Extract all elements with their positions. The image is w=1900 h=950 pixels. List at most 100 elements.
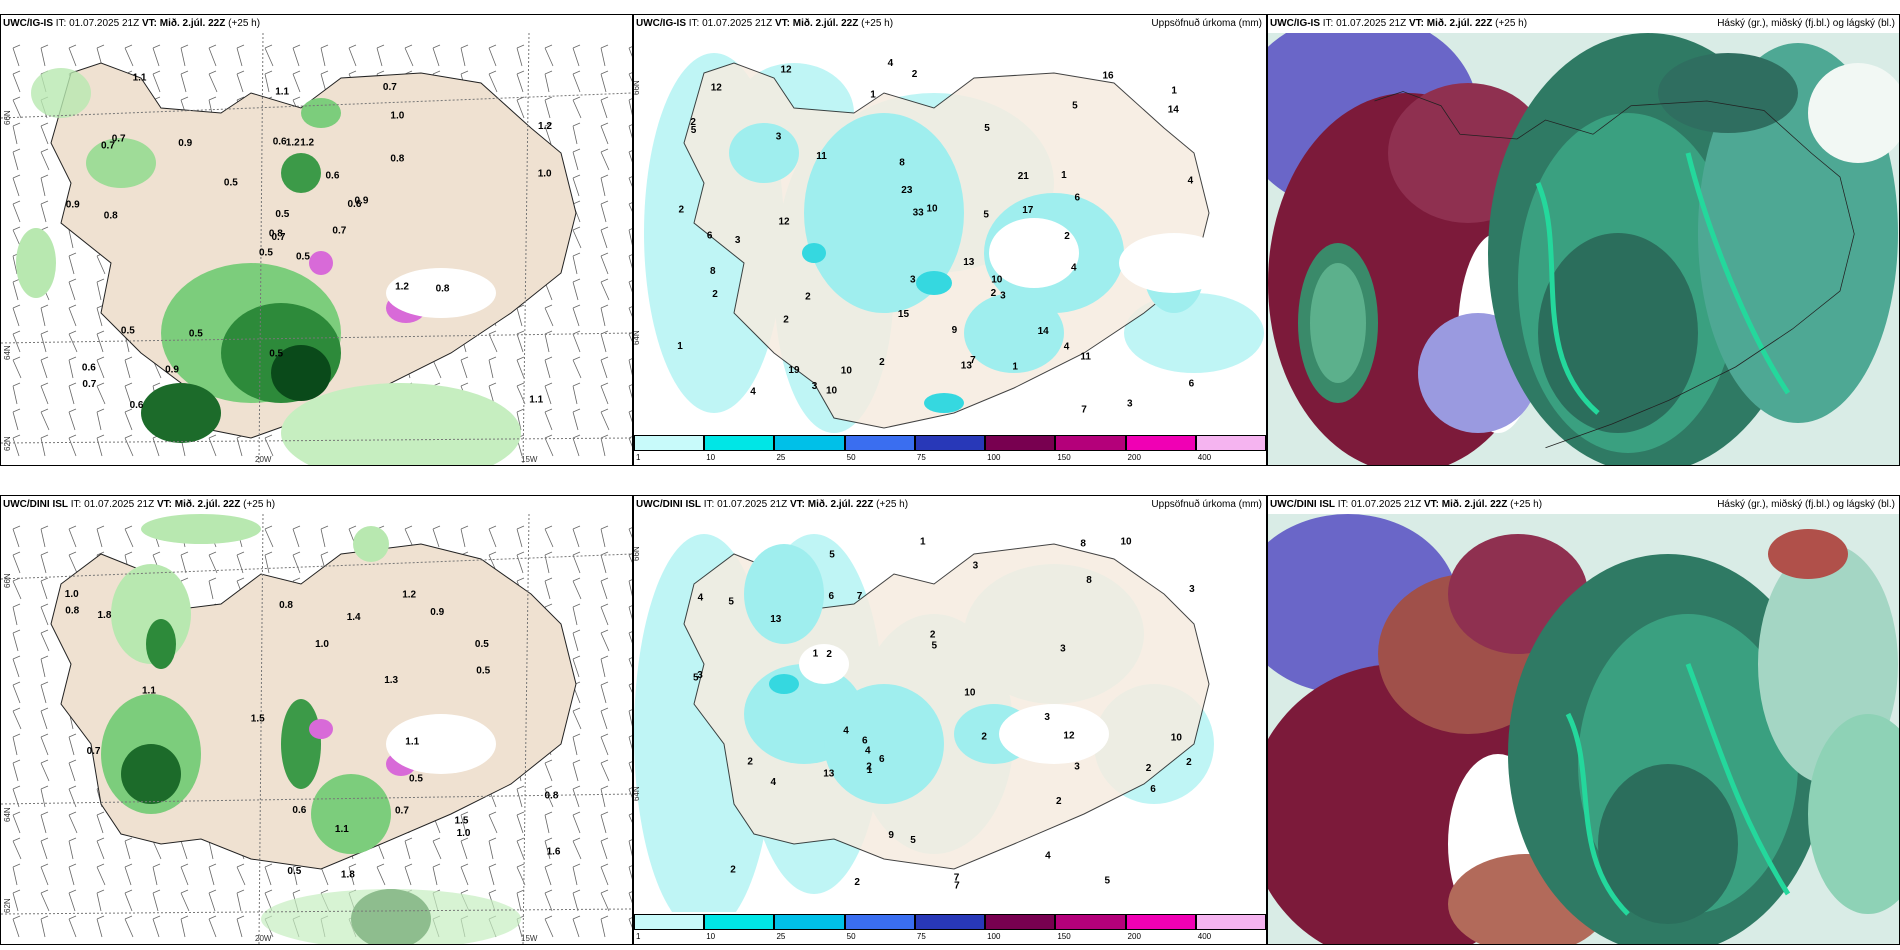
colorbar-swatch	[1195, 435, 1266, 451]
wind-barb	[404, 837, 413, 860]
wind-barb	[628, 631, 632, 644]
value-label: 1.0	[538, 169, 552, 180]
precip-labels: 4223635810759313121345326412510104826127…	[693, 537, 1195, 892]
wind-barb	[516, 96, 525, 119]
wind-barb	[628, 436, 632, 447]
wind-barb	[208, 889, 217, 912]
value-label: 10	[1121, 537, 1133, 548]
wind-barb	[292, 551, 301, 574]
value-label: 0.8	[104, 211, 118, 222]
value-label: 11	[816, 151, 827, 162]
field-title: Uppsöfnuð úrkoma (mm)	[1151, 496, 1262, 514]
wind-barb	[40, 122, 49, 145]
wind-barb	[544, 889, 553, 912]
wind-barb	[40, 655, 49, 678]
wind-barb	[572, 551, 581, 574]
value-label: 0.5	[224, 178, 238, 189]
value-label: 1	[867, 765, 873, 776]
colorbar-swatch	[634, 435, 705, 451]
wind-barb	[488, 70, 498, 93]
wind-barb	[68, 759, 77, 782]
value-label: 15	[898, 309, 910, 320]
value-label: 3	[1000, 291, 1006, 302]
value-label: 0.7	[101, 140, 115, 151]
wind-barb	[40, 915, 49, 938]
wind-barb	[96, 915, 105, 938]
wind-barb	[600, 785, 609, 808]
wind-barb	[236, 44, 245, 67]
wind-barb	[572, 408, 581, 431]
wind-barb	[320, 525, 329, 548]
wind-barb	[516, 356, 525, 379]
wind-barb	[600, 915, 609, 938]
value-label: 3	[1044, 712, 1050, 723]
value-label: 5	[910, 835, 916, 846]
dini-wind-panel: UWC/DINI ISL IT: 01.07.2025 21Z VT: Mið.…	[0, 495, 633, 945]
precip-blobs	[101, 514, 521, 944]
value-label: 0.5	[296, 251, 310, 262]
wind-barb	[12, 382, 21, 405]
wind-barb	[12, 733, 21, 756]
wind-barb	[544, 70, 553, 93]
wind-barb	[40, 681, 49, 704]
value-label: 0.7	[82, 379, 96, 390]
value-label: 0.5	[269, 349, 283, 360]
value-label: 3	[910, 275, 916, 286]
wind-barb	[68, 304, 77, 327]
wind-barb	[208, 915, 217, 938]
wind-barb	[40, 577, 49, 600]
colorbar-tick: 200	[1127, 453, 1141, 462]
wind-barb	[12, 577, 22, 600]
wind-barb	[572, 863, 581, 886]
wind-barb	[600, 577, 609, 600]
iceland-outline	[1374, 91, 1855, 449]
value-label: 7	[857, 591, 863, 602]
value-label: 2	[1056, 796, 1062, 807]
value-label: 3	[776, 132, 782, 143]
wind-barb	[544, 96, 553, 119]
value-label: 1.4	[347, 612, 361, 623]
wind-barb	[600, 863, 609, 886]
lead-time: (+25 h)	[876, 499, 909, 510]
lead-time: (+25 h)	[228, 18, 261, 29]
value-label: 2	[981, 731, 987, 742]
wind-barb	[124, 889, 133, 912]
value-label: 16	[1103, 70, 1115, 81]
value-label: 0.6	[82, 363, 96, 374]
wind-barb	[208, 44, 217, 67]
value-label: 12	[1063, 730, 1075, 741]
wind-barb	[12, 681, 21, 704]
value-label: 0.6	[273, 136, 287, 147]
wind-barb	[600, 278, 610, 301]
precip-labels: 2211233581610445327613151411142319331012…	[677, 58, 1194, 415]
wind-barb	[40, 837, 49, 860]
lon-label-20w: 20W	[255, 934, 272, 943]
value-label: 7	[1081, 404, 1087, 415]
value-label: 14	[1038, 326, 1050, 337]
value-label: 6	[829, 591, 835, 602]
colorbar-tick: 75	[916, 932, 926, 941]
wind-barb	[600, 759, 610, 782]
value-label: 0.5	[476, 666, 490, 677]
value-label: 2	[712, 289, 718, 300]
colorbar-tick: 1	[636, 932, 641, 941]
wind-barb	[600, 629, 610, 652]
glacier	[1119, 233, 1229, 293]
value-label: 2	[679, 205, 685, 216]
value-label: 0.8	[545, 791, 559, 802]
valid-time: VT: Mið. 2.júl. 22Z	[156, 499, 241, 510]
wind-barb	[572, 70, 581, 93]
colorbar-tick: 25	[776, 453, 786, 462]
wind-barb	[264, 551, 273, 574]
wind-barb	[320, 70, 329, 93]
colorbar-swatch	[1125, 435, 1196, 451]
wind-barb	[544, 122, 553, 145]
wind-barb	[12, 96, 22, 119]
wind-barb	[572, 889, 581, 912]
wind-barb	[12, 70, 21, 93]
wind-barb	[264, 44, 274, 67]
value-label: 0.8	[279, 600, 293, 611]
value-label: 1.2	[402, 590, 416, 601]
wind-barb	[544, 577, 553, 600]
value-label: 5	[693, 673, 699, 684]
